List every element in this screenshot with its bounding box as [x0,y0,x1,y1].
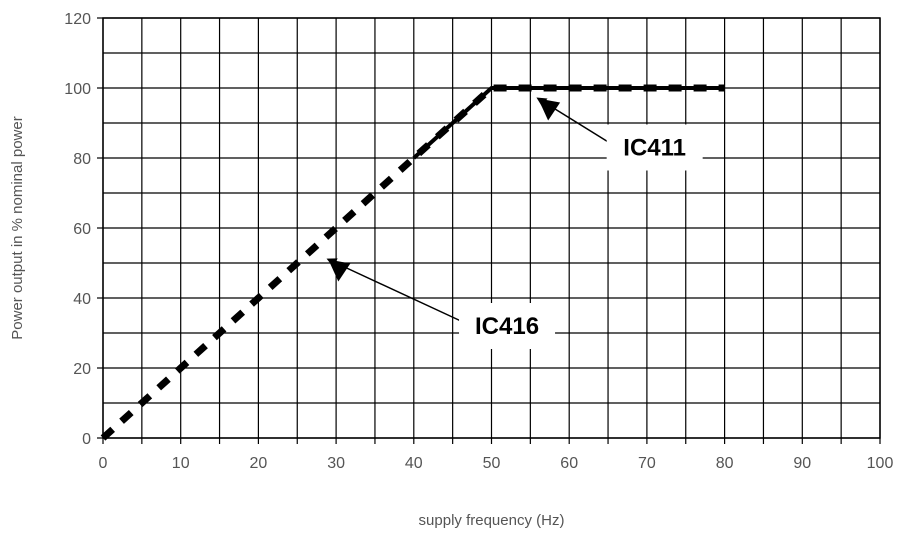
series-line-ic416 [100,84,725,441]
series-layer [100,84,725,441]
x-tick-label: 40 [405,455,423,472]
y-tick-label: 40 [73,291,91,308]
x-tick-label: 60 [560,455,578,472]
x-tick-label: 50 [483,455,501,472]
series-line-ic411 [412,86,725,160]
x-axis-title: supply frequency (Hz) [419,512,565,529]
y-axis-title: Power output in % nominal power [9,116,26,339]
x-tick-label: 80 [716,455,734,472]
x-tick-label: 90 [793,455,811,472]
y-tick-label: 80 [73,151,91,168]
y-tick-label: 0 [82,431,91,448]
x-tick-label: 100 [867,455,894,472]
grid [97,17,881,444]
callout-box-ic416 [459,303,556,349]
x-tick-label: 0 [99,455,108,472]
callout-arrow-ic416 [326,258,464,323]
callout-label-ic411: IC411 [623,135,686,162]
annotations: IC411 IC416 [326,97,703,349]
y-tick-label: 20 [73,361,91,378]
x-tick-label: 20 [250,455,268,472]
y-tick-label: 60 [73,221,91,238]
callout-label-ic416: IC416 [475,313,539,340]
callout-arrowhead-ic411 [538,98,561,121]
tick-labels: 0 10 20 30 40 50 60 70 80 90 100 0 20 40 60 80 100 120 [64,11,893,472]
callout-arrowhead-ic416 [328,259,351,282]
x-tick-label: 70 [638,455,656,472]
x-tick-label: 30 [327,455,345,472]
x-tick-label: 10 [172,455,190,472]
y-tick-label: 100 [64,81,91,98]
y-tick-label: 120 [64,11,91,28]
callout-box-ic411 [606,124,703,171]
